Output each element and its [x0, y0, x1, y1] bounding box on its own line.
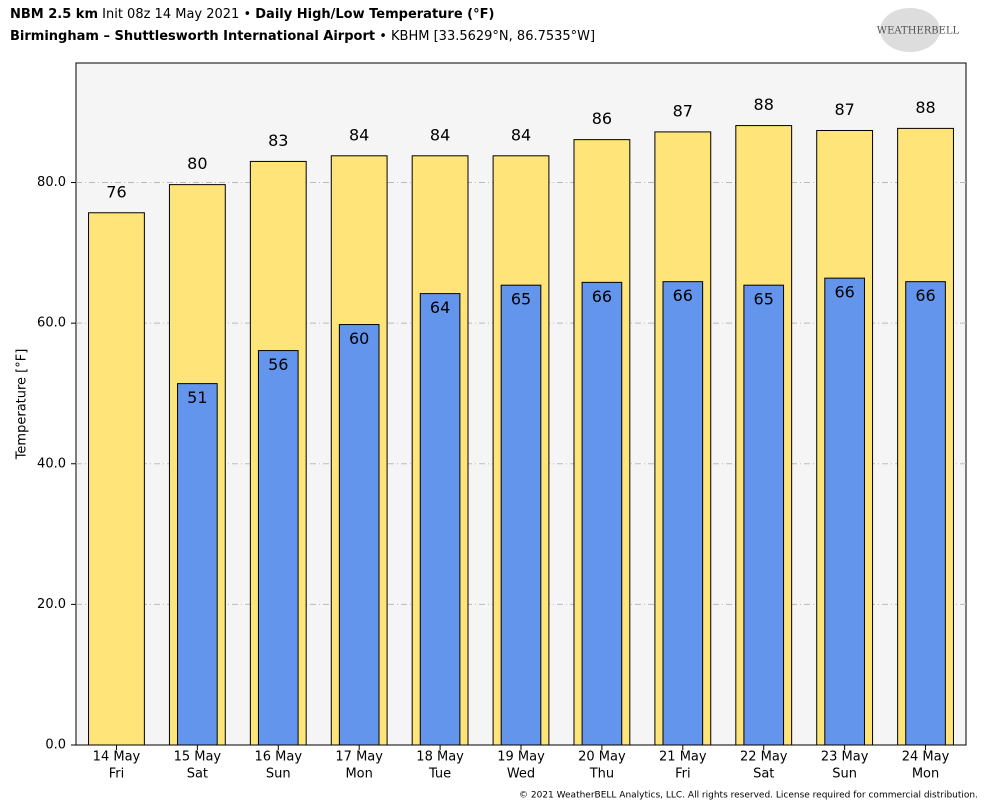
- data-label: 83: [268, 131, 288, 150]
- data-label: 65: [511, 290, 531, 309]
- data-label: 87: [673, 101, 693, 120]
- data-label: 84: [430, 125, 450, 144]
- data-label: 51: [187, 388, 207, 407]
- x-tick-label: Mon: [345, 767, 372, 782]
- data-label: 80: [187, 154, 207, 173]
- bar: [662, 281, 704, 746]
- data-label: 65: [754, 290, 774, 309]
- data-label: 86: [592, 109, 612, 128]
- data-label: 66: [673, 286, 693, 305]
- title-part: Daily High/Low Temperature (°F): [255, 7, 494, 22]
- bar: [824, 277, 865, 746]
- data-label: 64: [430, 298, 450, 317]
- subtitle-part: Birmingham – Shuttlesworth International…: [10, 29, 375, 44]
- bar: [257, 350, 299, 746]
- data-label: 87: [834, 100, 854, 119]
- chart-title: NBM 2.5 km Init 08z 14 May 2021 • Daily …: [10, 7, 494, 22]
- y-tick-label: 40.0: [37, 456, 66, 471]
- x-tick-label: 17 May: [335, 750, 383, 765]
- bar: [581, 281, 623, 746]
- data-label: 88: [754, 95, 774, 114]
- bar: [905, 281, 946, 746]
- subtitle-part: • KBHM [33.5629°N, 86.7535°W]: [379, 29, 595, 44]
- x-tick-label: 16 May: [254, 750, 302, 765]
- bar: [177, 383, 218, 746]
- data-label: 84: [349, 125, 369, 144]
- x-tick-label: Sun: [266, 767, 291, 782]
- bar: [500, 284, 542, 746]
- y-tick-label: 0.0: [45, 738, 66, 753]
- x-tick-label: 15 May: [174, 750, 222, 765]
- x-tick-label: Sat: [187, 767, 208, 782]
- x-tick-label: Fri: [109, 767, 125, 782]
- y-tick-label: 60.0: [37, 316, 66, 331]
- bar: [88, 212, 145, 746]
- title-part: Init 08z 14 May 2021 •: [102, 7, 251, 22]
- data-label: 88: [915, 98, 935, 117]
- y-axis-label: Temperature [°F]: [15, 349, 30, 461]
- title-part: NBM 2.5 km: [10, 7, 98, 22]
- x-tick-label: 21 May: [659, 750, 707, 765]
- data-label: 66: [592, 287, 612, 306]
- x-tick-label: Tue: [428, 767, 451, 782]
- data-label: 66: [915, 286, 935, 305]
- data-label: 66: [834, 283, 854, 302]
- data-label: 76: [106, 182, 126, 201]
- x-tick-label: 22 May: [740, 750, 788, 765]
- bar: [419, 293, 461, 746]
- data-label: 60: [349, 329, 369, 348]
- x-tick-label: Wed: [507, 767, 535, 782]
- x-tick-label: 20 May: [578, 750, 626, 765]
- logo-mark: [880, 8, 940, 52]
- x-tick-label: 18 May: [416, 750, 464, 765]
- logo: WEATHERBELL: [877, 26, 960, 37]
- x-tick-label: 14 May: [93, 750, 141, 765]
- x-tick-label: Sat: [753, 767, 774, 782]
- y-tick-label: 80.0: [37, 175, 66, 190]
- chart-subtitle: Birmingham – Shuttlesworth International…: [10, 29, 595, 44]
- data-label: 84: [511, 125, 531, 144]
- data-label: 56: [268, 355, 288, 374]
- x-tick-label: Fri: [675, 767, 691, 782]
- x-tick-label: 24 May: [902, 750, 950, 765]
- x-tick-label: Mon: [912, 767, 939, 782]
- footer: © 2021 WeatherBELL Analytics, LLC. All r…: [519, 791, 978, 801]
- x-tick-label: Sun: [832, 767, 857, 782]
- bar: [743, 284, 785, 746]
- x-tick-label: 23 May: [821, 750, 869, 765]
- x-tick-label: 19 May: [497, 750, 545, 765]
- bar: [338, 324, 380, 746]
- x-tick-label: Thu: [589, 767, 614, 782]
- y-tick-label: 20.0: [37, 597, 66, 612]
